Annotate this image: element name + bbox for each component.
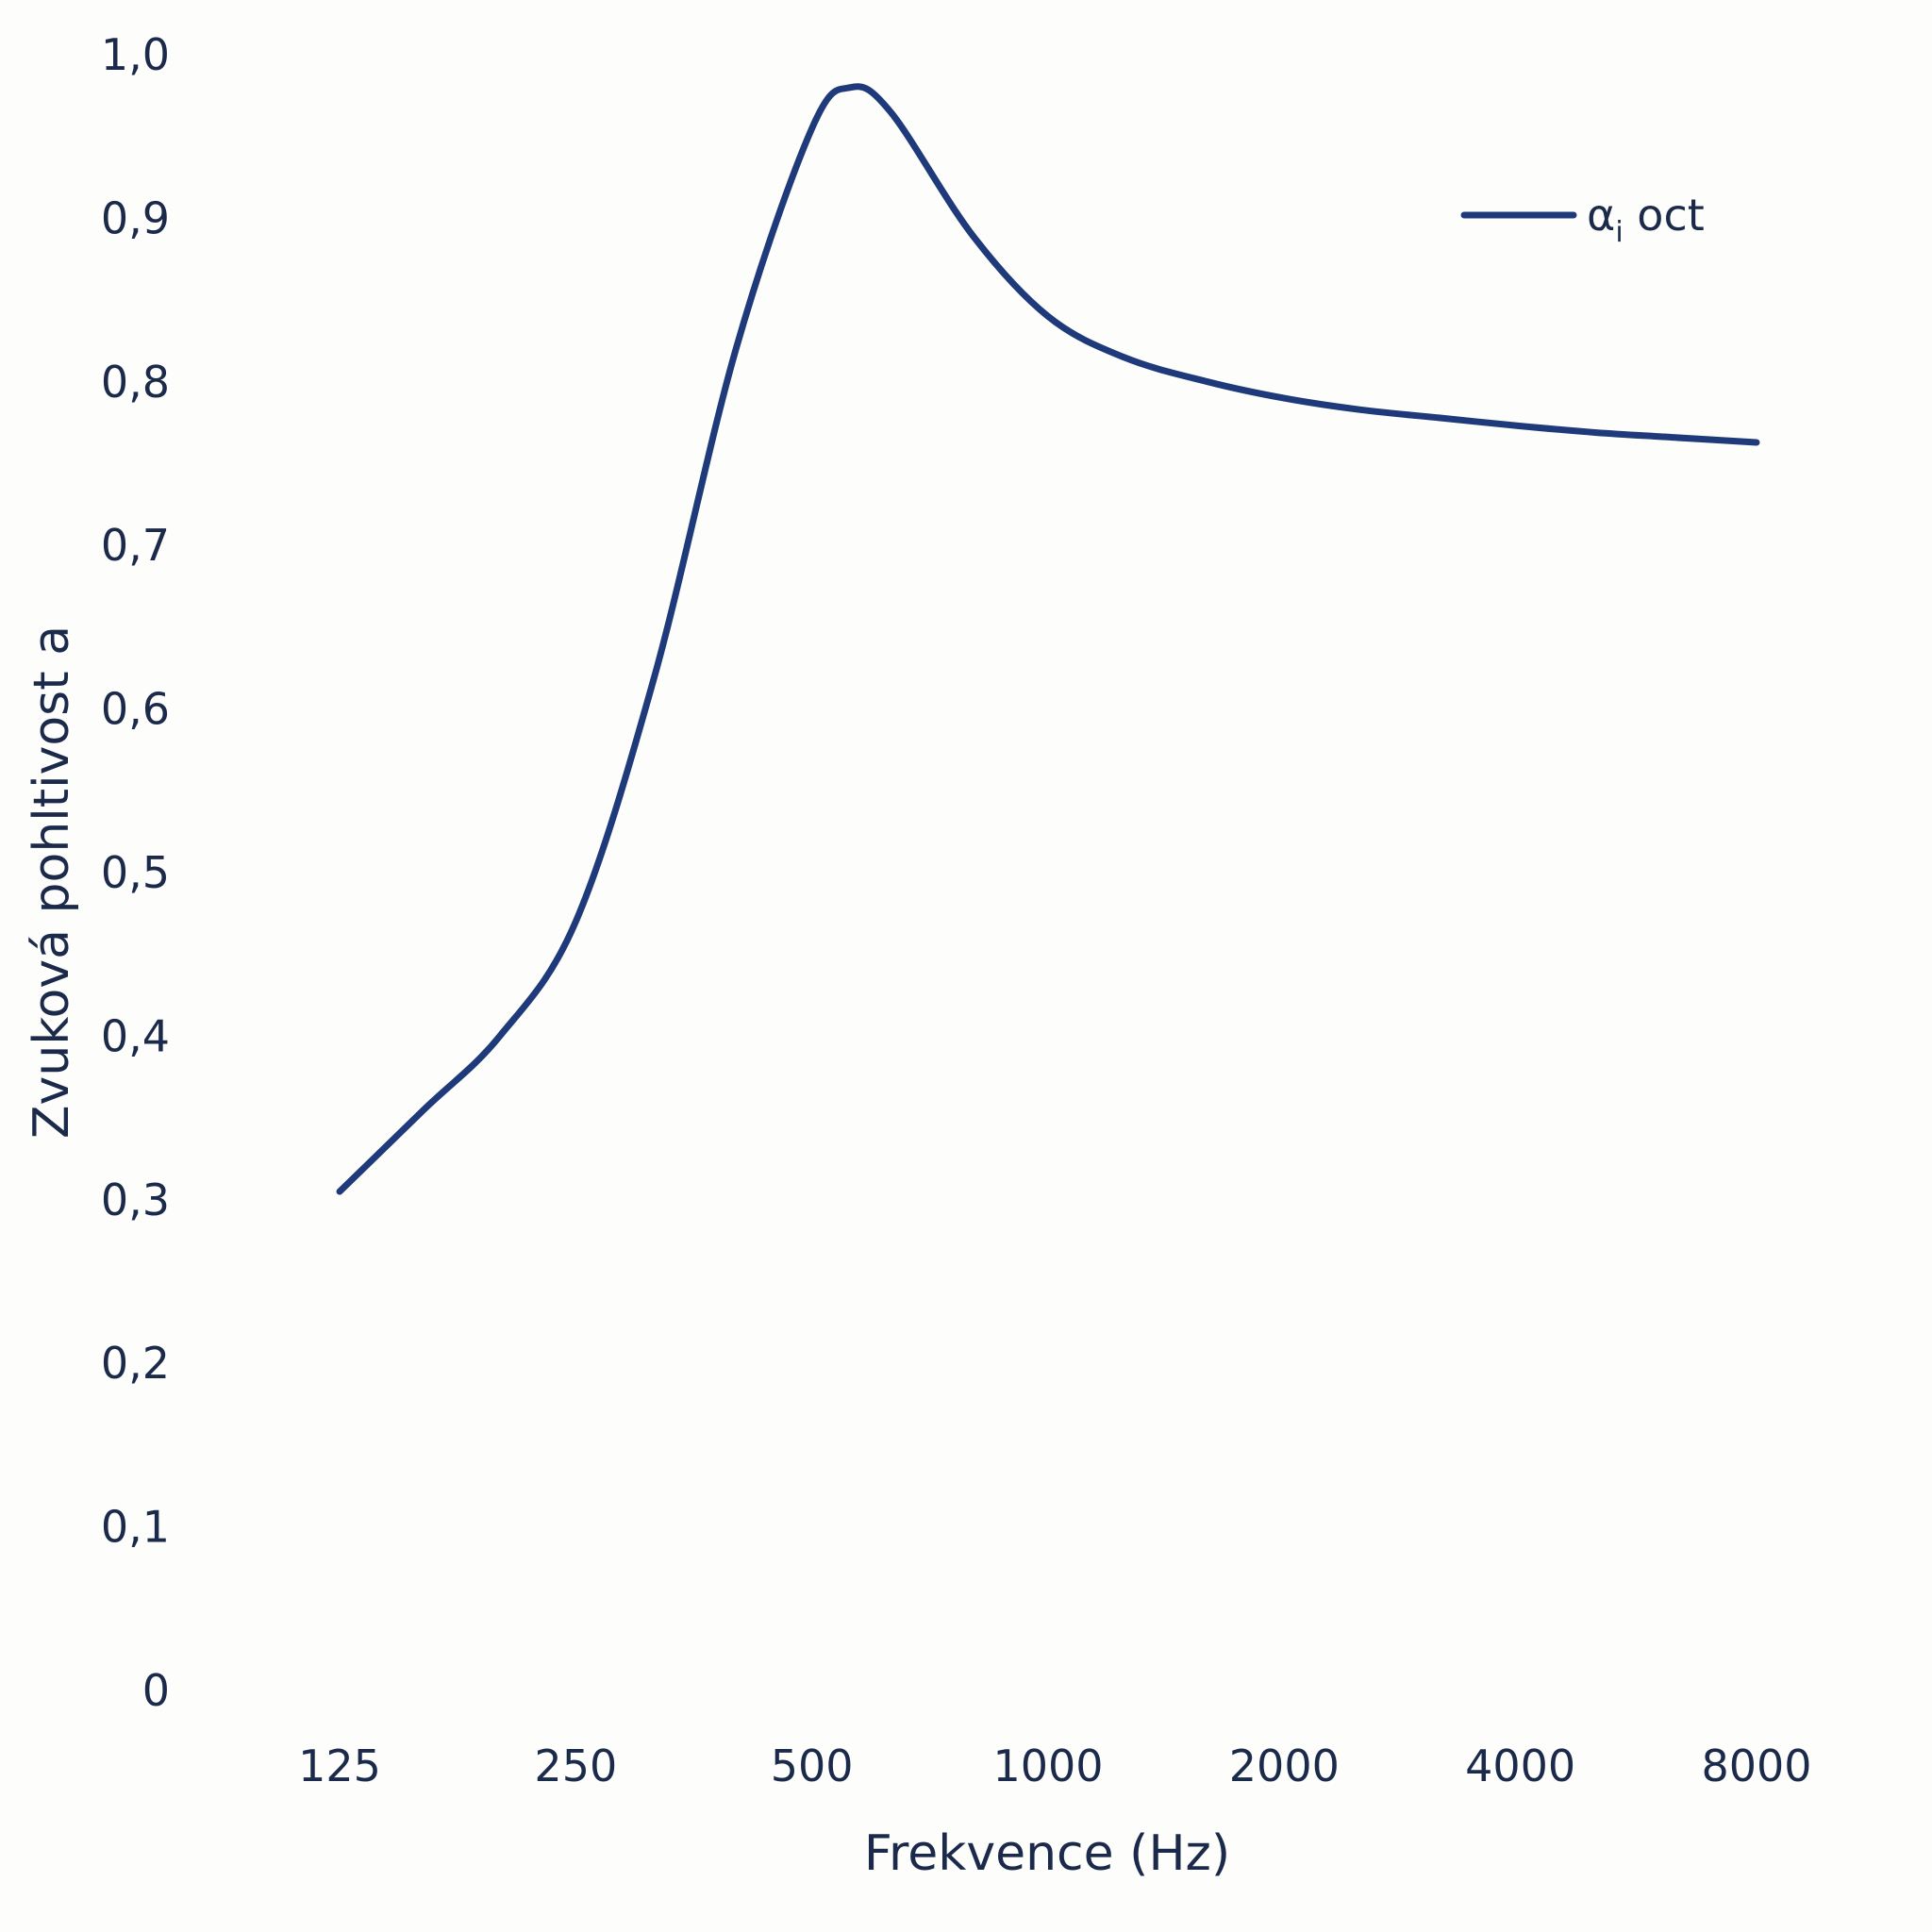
legend-label-sub: i: [1615, 216, 1623, 249]
y-tick-label: 0,4: [101, 1010, 170, 1061]
y-axis-title: Zvuková pohltivost a: [24, 625, 80, 1139]
y-tick-label: 0,9: [101, 192, 170, 243]
y-tick-label: 0,7: [101, 520, 170, 571]
y-tick-label: 0,8: [101, 357, 170, 408]
x-tick-label: 1000: [992, 1740, 1103, 1791]
y-tick-label: 1,0: [101, 29, 170, 80]
legend-label: αi oct: [1587, 190, 1705, 249]
x-tick-label: 4000: [1465, 1740, 1575, 1791]
y-axis-ticks: 0 0,1 0,2 0,3 0,4 0,5 0,6 0,7 0,8 0,9 1,0: [101, 29, 170, 1716]
legend-label-rest: oct: [1624, 190, 1705, 241]
y-tick-label: 0: [142, 1665, 170, 1716]
y-tick-label: 0,2: [101, 1338, 170, 1389]
legend: αi oct: [1460, 190, 1705, 249]
x-axis-title: Frekvence (Hz): [864, 1825, 1230, 1882]
x-tick-label: 125: [298, 1740, 381, 1791]
x-tick-label: 500: [771, 1740, 854, 1791]
y-tick-label: 0,3: [101, 1174, 170, 1225]
x-tick-label: 8000: [1701, 1740, 1811, 1791]
series-line-alpha-oct: [336, 83, 1760, 1195]
y-tick-label: 0,5: [101, 847, 170, 898]
x-axis-ticks: 125 250 500 1000 2000 4000 8000: [298, 1740, 1811, 1791]
legend-label-base: α: [1587, 190, 1615, 241]
x-tick-label: 250: [534, 1740, 617, 1791]
x-tick-label: 2000: [1229, 1740, 1340, 1791]
y-tick-label: 0,1: [101, 1502, 170, 1553]
y-tick-label: 0,6: [101, 684, 170, 735]
